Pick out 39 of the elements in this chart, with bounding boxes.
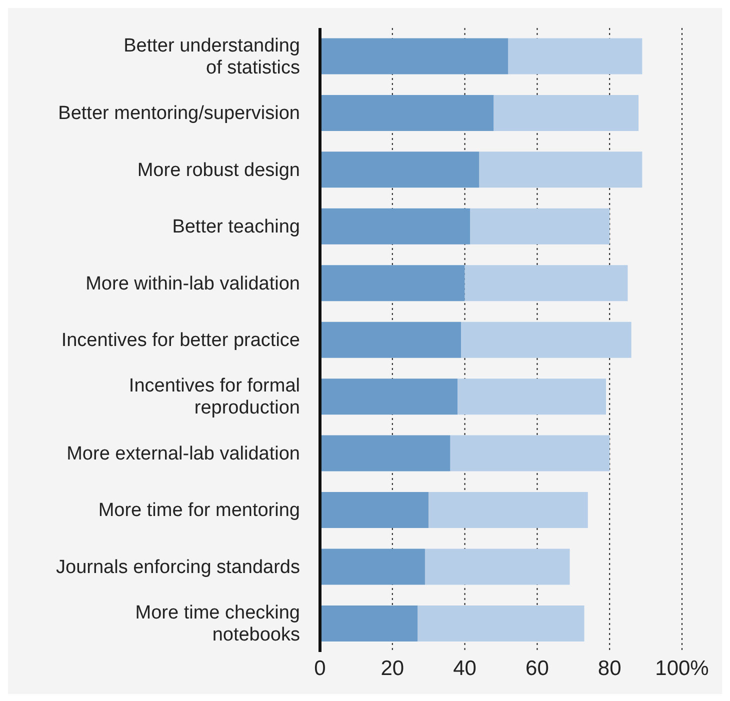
bar xyxy=(320,435,450,472)
x-tick-label: 100% xyxy=(655,656,709,680)
y-tick-label: Incentives for formal reproduction xyxy=(128,375,300,418)
y-tick-label: Incentives for better practice xyxy=(61,330,300,350)
bar xyxy=(458,378,606,415)
x-tick-label: 60 xyxy=(526,656,549,680)
y-tick-label: Better understanding of statistics xyxy=(124,34,300,78)
y-tick-label: Better teaching xyxy=(172,216,300,238)
y-tick-label: More external-lab validation xyxy=(66,442,300,464)
x-tick-label: 0 xyxy=(314,656,326,680)
bar xyxy=(320,548,425,585)
y-tick-label: More within-lab validation xyxy=(86,272,300,294)
bar xyxy=(320,38,508,74)
bar xyxy=(320,322,462,358)
bar xyxy=(464,265,628,302)
bar xyxy=(494,94,639,131)
bar xyxy=(424,548,570,585)
bar xyxy=(418,605,584,642)
y-tick-label: More robust design xyxy=(137,159,300,180)
y-tick-label: More time for mentoring xyxy=(98,500,300,521)
bar xyxy=(320,152,480,188)
y-tick-label: Journals enforcing standards xyxy=(56,556,300,578)
bar xyxy=(320,94,494,131)
bar xyxy=(450,435,610,472)
x-tick-label: 40 xyxy=(453,656,476,680)
bar xyxy=(320,265,465,302)
bar xyxy=(320,605,418,642)
x-tick-label: 80 xyxy=(598,656,622,680)
y-tick-label: Better mentoring/supervision xyxy=(58,102,300,124)
bar xyxy=(479,152,642,188)
bar xyxy=(320,492,429,528)
bar xyxy=(508,38,642,74)
bar xyxy=(320,208,470,244)
bar xyxy=(428,492,588,528)
bar xyxy=(320,378,458,415)
bar xyxy=(461,322,632,358)
y-tick-label: More time checking notebooks xyxy=(135,602,300,646)
bar xyxy=(470,208,610,244)
x-tick-label: 20 xyxy=(380,656,404,680)
